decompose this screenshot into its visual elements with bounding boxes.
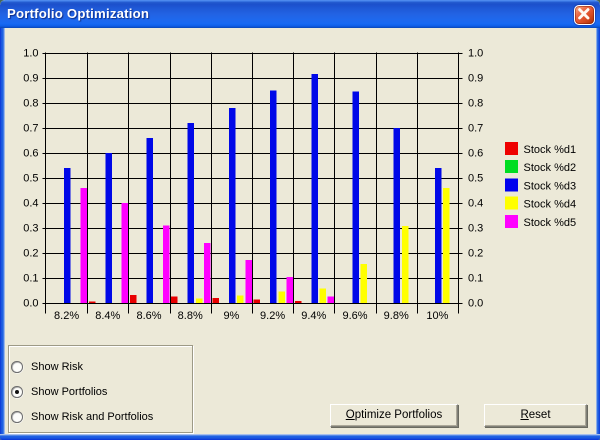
- svg-text:0.7: 0.7: [468, 123, 483, 135]
- svg-text:9.2%: 9.2%: [260, 310, 285, 322]
- svg-text:9.6%: 9.6%: [342, 310, 367, 322]
- svg-text:9.4%: 9.4%: [301, 310, 326, 322]
- svg-text:0.2: 0.2: [468, 248, 483, 260]
- svg-text:8.8%: 8.8%: [178, 310, 203, 322]
- svg-text:0.7: 0.7: [23, 123, 38, 135]
- svg-text:1.0: 1.0: [23, 48, 38, 60]
- svg-text:0.0: 0.0: [468, 298, 483, 310]
- svg-text:0.8: 0.8: [468, 98, 483, 110]
- svg-text:0.9: 0.9: [468, 73, 483, 85]
- svg-text:Stock %d2: Stock %d2: [524, 162, 577, 174]
- svg-text:8.2%: 8.2%: [54, 310, 79, 322]
- svg-text:0.1: 0.1: [23, 273, 38, 285]
- svg-text:0.5: 0.5: [468, 173, 483, 185]
- svg-text:0.4: 0.4: [468, 198, 483, 210]
- svg-text:0.4: 0.4: [23, 198, 38, 210]
- svg-text:0.6: 0.6: [468, 148, 483, 160]
- svg-text:0.2: 0.2: [23, 248, 38, 260]
- svg-text:0.9: 0.9: [23, 73, 38, 85]
- svg-text:10%: 10%: [426, 310, 448, 322]
- svg-text:9.8%: 9.8%: [384, 310, 409, 322]
- svg-text:0.8: 0.8: [23, 98, 38, 110]
- svg-text:Stock %d3: Stock %d3: [524, 180, 577, 192]
- svg-text:0.6: 0.6: [23, 148, 38, 160]
- svg-text:0.0: 0.0: [23, 298, 38, 310]
- svg-text:Stock %d1: Stock %d1: [524, 144, 577, 156]
- svg-text:0.3: 0.3: [23, 223, 38, 235]
- svg-text:8.4%: 8.4%: [95, 310, 120, 322]
- svg-text:Stock %d5: Stock %d5: [524, 217, 577, 229]
- svg-text:Stock %d4: Stock %d4: [524, 199, 577, 211]
- svg-text:0.5: 0.5: [23, 173, 38, 185]
- svg-text:8.6%: 8.6%: [136, 310, 161, 322]
- svg-text:0.3: 0.3: [468, 223, 483, 235]
- svg-text:9%: 9%: [223, 310, 239, 322]
- svg-text:1.0: 1.0: [468, 48, 483, 60]
- svg-text:0.1: 0.1: [468, 273, 483, 285]
